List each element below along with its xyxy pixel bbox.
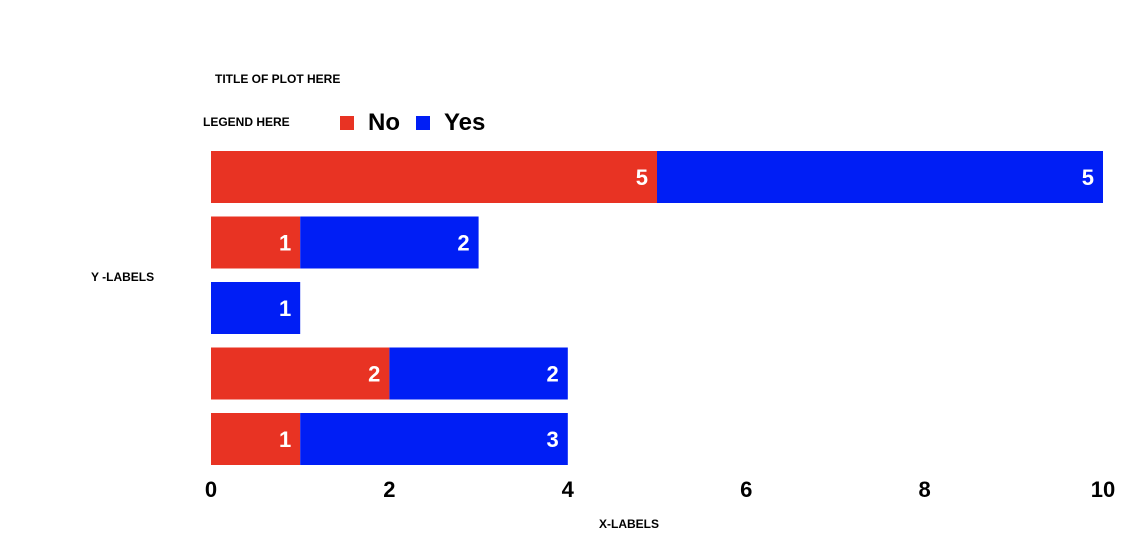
legend-swatch-yes	[416, 116, 430, 130]
data-label-yes-row-3: 1	[279, 296, 291, 321]
x-tick-label-0: 0	[205, 477, 217, 502]
x-tick-label-4: 4	[562, 477, 575, 502]
x-tick-label-6: 6	[740, 477, 752, 502]
data-label-no-row-5: 1	[279, 427, 291, 452]
data-label-no-row-2: 1	[279, 231, 291, 256]
data-label-no-row-1: 5	[636, 165, 648, 190]
chart-title: TITLE OF PLOT HERE	[215, 72, 341, 86]
data-label-no-row-4: 2	[368, 362, 380, 387]
x-tick-label-2: 2	[383, 477, 395, 502]
bar-yes-row-3	[211, 282, 301, 334]
x-tick-label-10: 10	[1091, 477, 1115, 502]
data-label-yes-row-4: 2	[547, 362, 559, 387]
data-label-yes-row-2: 2	[457, 231, 469, 256]
bar-no-row-5	[211, 413, 301, 465]
data-label-yes-row-5: 3	[547, 427, 559, 452]
legend: No Yes	[340, 109, 501, 137]
legend-caption: LEGEND HERE	[203, 115, 290, 129]
bar-no-row-2	[211, 216, 301, 269]
y-axis-label: Y -LABELS	[91, 270, 155, 284]
legend-label-no: No	[368, 109, 400, 136]
bar-no-row-4	[211, 347, 390, 400]
x-tick-label-8: 8	[918, 477, 930, 502]
x-axis-label: X-LABELS	[599, 517, 659, 531]
legend-item-yes: Yes	[416, 109, 485, 137]
bar-no-row-1	[211, 151, 657, 203]
bar-yes-row-4	[389, 347, 568, 400]
bar-yes-row-5	[300, 413, 568, 465]
legend-label-yes: Yes	[444, 109, 486, 136]
bar-yes-row-1	[657, 151, 1103, 203]
data-label-yes-row-1: 5	[1082, 165, 1094, 190]
bar-yes-row-2	[300, 216, 479, 269]
legend-item-no: No	[340, 109, 400, 137]
legend-swatch-no	[340, 116, 354, 130]
